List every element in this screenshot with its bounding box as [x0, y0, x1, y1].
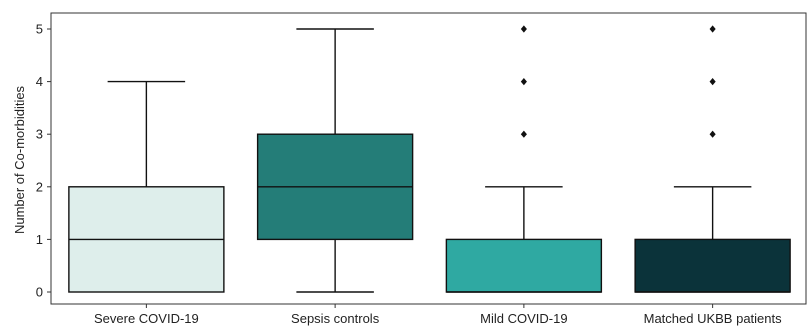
x-tick-label: Sepsis controls: [291, 311, 380, 326]
y-tick-label: 1: [36, 232, 43, 247]
y-tick-label: 5: [36, 22, 43, 37]
outlier-point: [520, 130, 527, 138]
y-tick-label: 3: [36, 127, 43, 142]
x-tick-label: Matched UKBB patients: [644, 311, 783, 326]
x-tick-label: Mild COVID-19: [480, 311, 567, 326]
x-tick-label: Severe COVID-19: [94, 311, 199, 326]
box: [445, 238, 603, 293]
outlier-point: [709, 130, 716, 138]
y-axis-title: Number of Co-morbidities: [12, 85, 27, 234]
y-tick-label: 2: [36, 179, 43, 194]
plot-frame: [50, 12, 807, 305]
y-tick-label: 4: [36, 74, 43, 89]
plot-area: 0 1 2 3 4 5 Severe COVID-19 Sepsis controls Mild…: [36, 12, 807, 326]
outlier-point: [520, 25, 527, 33]
outlier-point: [709, 25, 716, 33]
outlier-point: [520, 78, 527, 86]
y-tick-label: 0: [36, 285, 43, 300]
outlier-point: [709, 78, 716, 86]
box: [634, 238, 791, 293]
